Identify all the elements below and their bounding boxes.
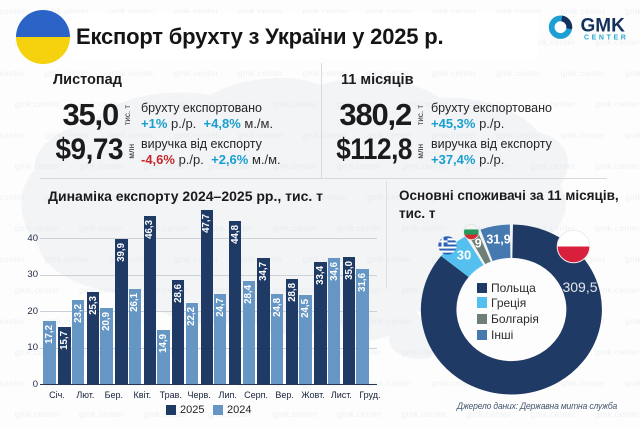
svg-text:9: 9	[475, 237, 482, 251]
svg-text:31,9: 31,9	[486, 233, 510, 247]
svg-text:30: 30	[457, 248, 471, 263]
svg-text:GMK: GMK	[581, 16, 626, 37]
svg-text:309,5: 309,5	[562, 279, 597, 295]
svg-text:CENTER: CENTER	[584, 35, 628, 42]
